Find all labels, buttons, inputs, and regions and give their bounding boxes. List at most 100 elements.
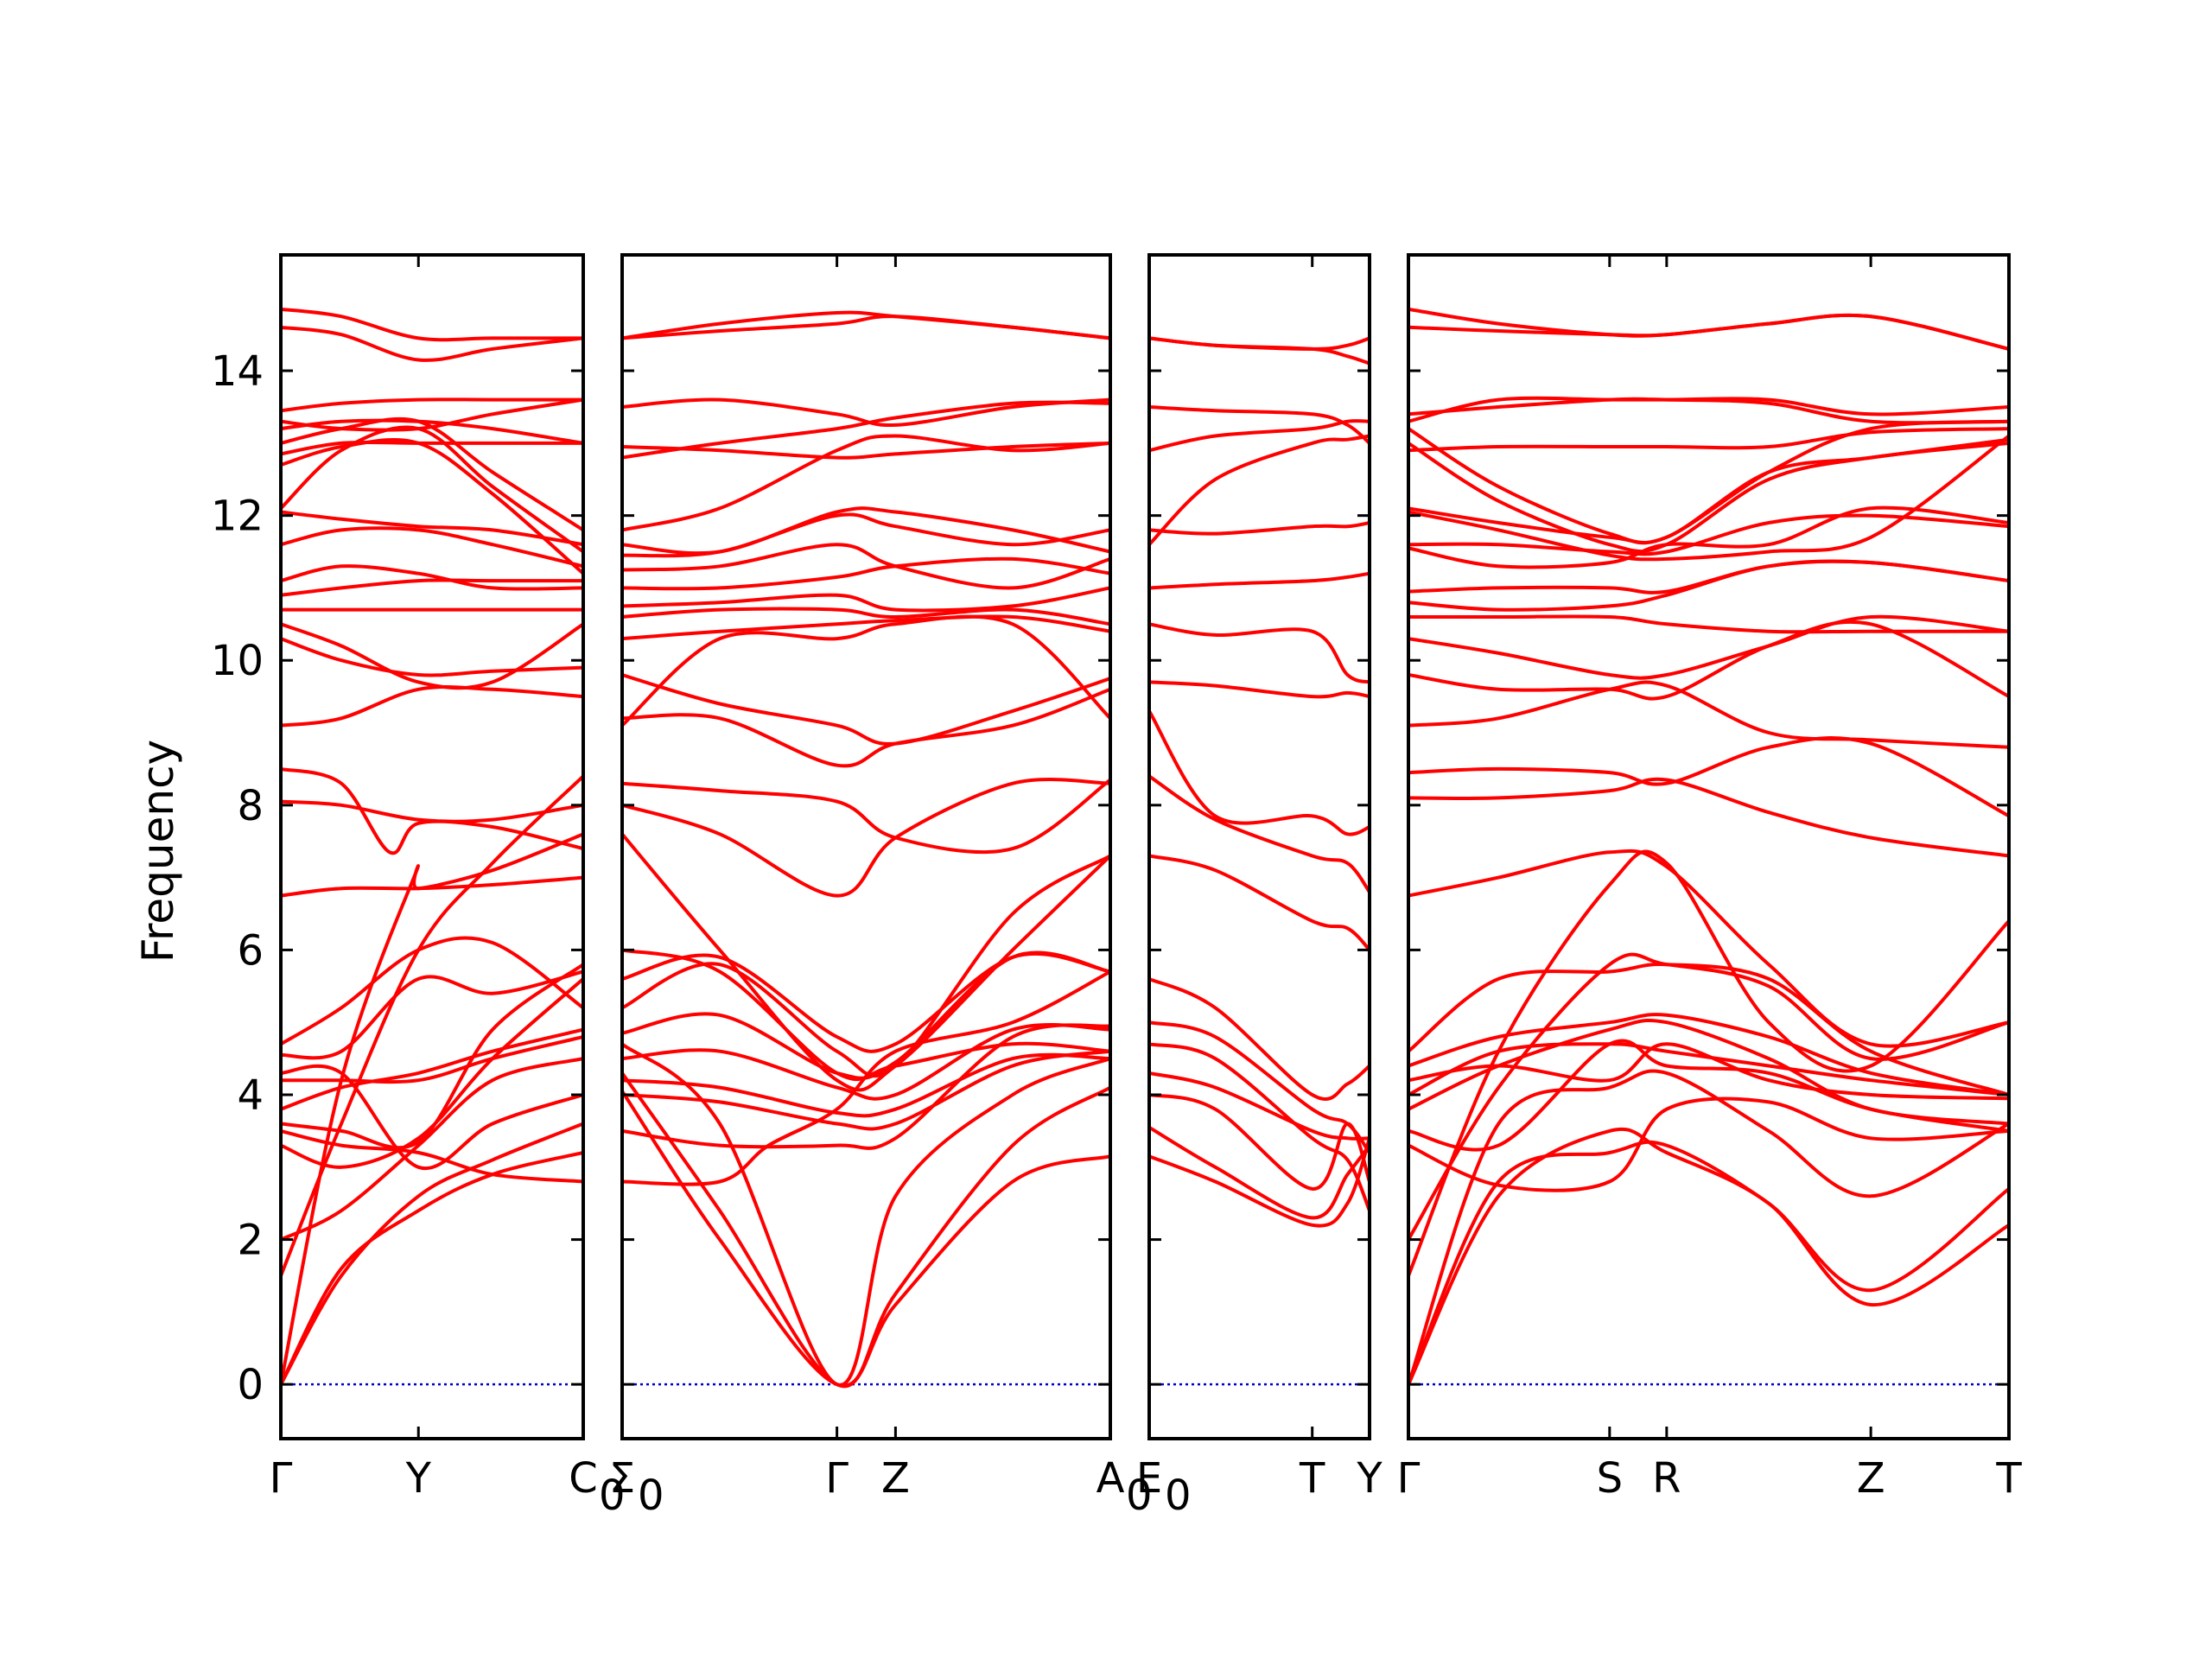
band-line [281,526,583,569]
band-line [1149,336,1370,365]
band-line [622,441,1110,460]
y-tick-label: 10 [211,637,264,685]
band-line [622,614,1110,641]
x-tick-label: Σ [609,1454,635,1503]
band-line [622,832,1110,1092]
band-line [1408,505,2009,569]
band-line [281,766,583,855]
band-line [622,969,1110,1186]
y-tick-label: 14 [211,347,264,396]
band-line [281,637,583,677]
band-line [622,1052,1110,1118]
band-line [281,832,583,1387]
x-tick-label: A [1096,1454,1125,1503]
band-line [622,778,1110,898]
band-line [281,578,583,597]
band-line [1408,680,2009,749]
band-line [1408,513,2009,556]
band-line [1149,976,1370,1101]
x-tick-subscript: 0 [1126,1471,1153,1520]
band-line [1408,427,2009,453]
band-line [1408,1042,2009,1101]
panel-frame [620,253,1112,1440]
band-line [281,976,583,1169]
bands-group [622,310,1110,1389]
band-line [622,1042,1110,1387]
band-line [281,564,583,591]
x-tick-label: R [1652,1454,1681,1503]
band-line [1408,1140,2009,1387]
y-tick-label: 6 [237,926,264,975]
band-line [1149,419,1370,453]
y-tick-label: 2 [237,1217,264,1265]
band-line [622,687,1110,768]
x-tick-subscript: 0 [638,1471,664,1520]
band-line [1408,777,2009,858]
band-line [622,1023,1110,1150]
band-line [1149,405,1370,445]
band-line [1408,1042,2009,1096]
band-line [1408,441,2009,554]
band-line [622,1089,1110,1388]
band-line [622,1049,1110,1131]
band-line [281,1057,583,1242]
band-line [622,778,1110,855]
band-line [1408,1096,2009,1192]
band-line [622,506,1110,556]
bands-group [281,307,583,1387]
band-line [622,673,1110,746]
band-line [1408,307,2009,351]
band-line [281,774,583,1278]
panel-2: Σ Γ Z A0 0 [609,253,1153,1520]
band-line [281,684,583,728]
band-line [281,510,583,547]
band-line [1149,434,1370,547]
x-tick-label: C [569,1454,598,1503]
band-line [1149,1125,1370,1220]
band-line [281,307,583,342]
band-line [281,969,583,1060]
y-tick-label: 8 [237,782,264,830]
band-line [1408,614,2009,634]
band-line [1149,1020,1370,1154]
band-line [281,416,583,532]
band-line [1408,434,2009,562]
bands-group [1408,307,2009,1387]
band-line [1408,397,2009,425]
band-line [1408,313,2009,351]
band-line [1408,1069,2009,1387]
band-line [622,951,1110,1053]
x-tick-label: Γ [1397,1454,1421,1503]
band-line [281,799,583,823]
band-line [1408,963,2009,1096]
band-line [622,614,1110,728]
band-line [622,1023,1110,1101]
band-line [622,556,1110,591]
band-line [281,1035,583,1084]
band-line [1408,614,2009,680]
band-line [622,948,1110,1082]
y-tick-label: 12 [211,493,264,541]
x-tick-label: T [1299,1454,1325,1503]
band-line [1149,680,1370,699]
panel-frame [1147,253,1371,1440]
band-line [1408,419,2009,545]
band-line [622,543,1110,590]
x-tick-label: Y [1356,1454,1382,1503]
band-line [1149,1071,1370,1141]
band-line [281,397,583,413]
band-line [1149,1042,1370,1213]
x-tick-label: S [1597,1454,1623,1503]
y-tick-label: 0 [237,1361,264,1409]
band-line [1408,427,2009,545]
band-line [622,586,1110,613]
band-line [281,1151,583,1387]
band-line [281,875,583,898]
band-line [281,440,583,456]
panel-3: E T Y 0 [1136,253,1382,1520]
x-tick-subscript: 0 [599,1471,626,1520]
band-line [281,1128,583,1184]
band-line [281,963,583,1150]
